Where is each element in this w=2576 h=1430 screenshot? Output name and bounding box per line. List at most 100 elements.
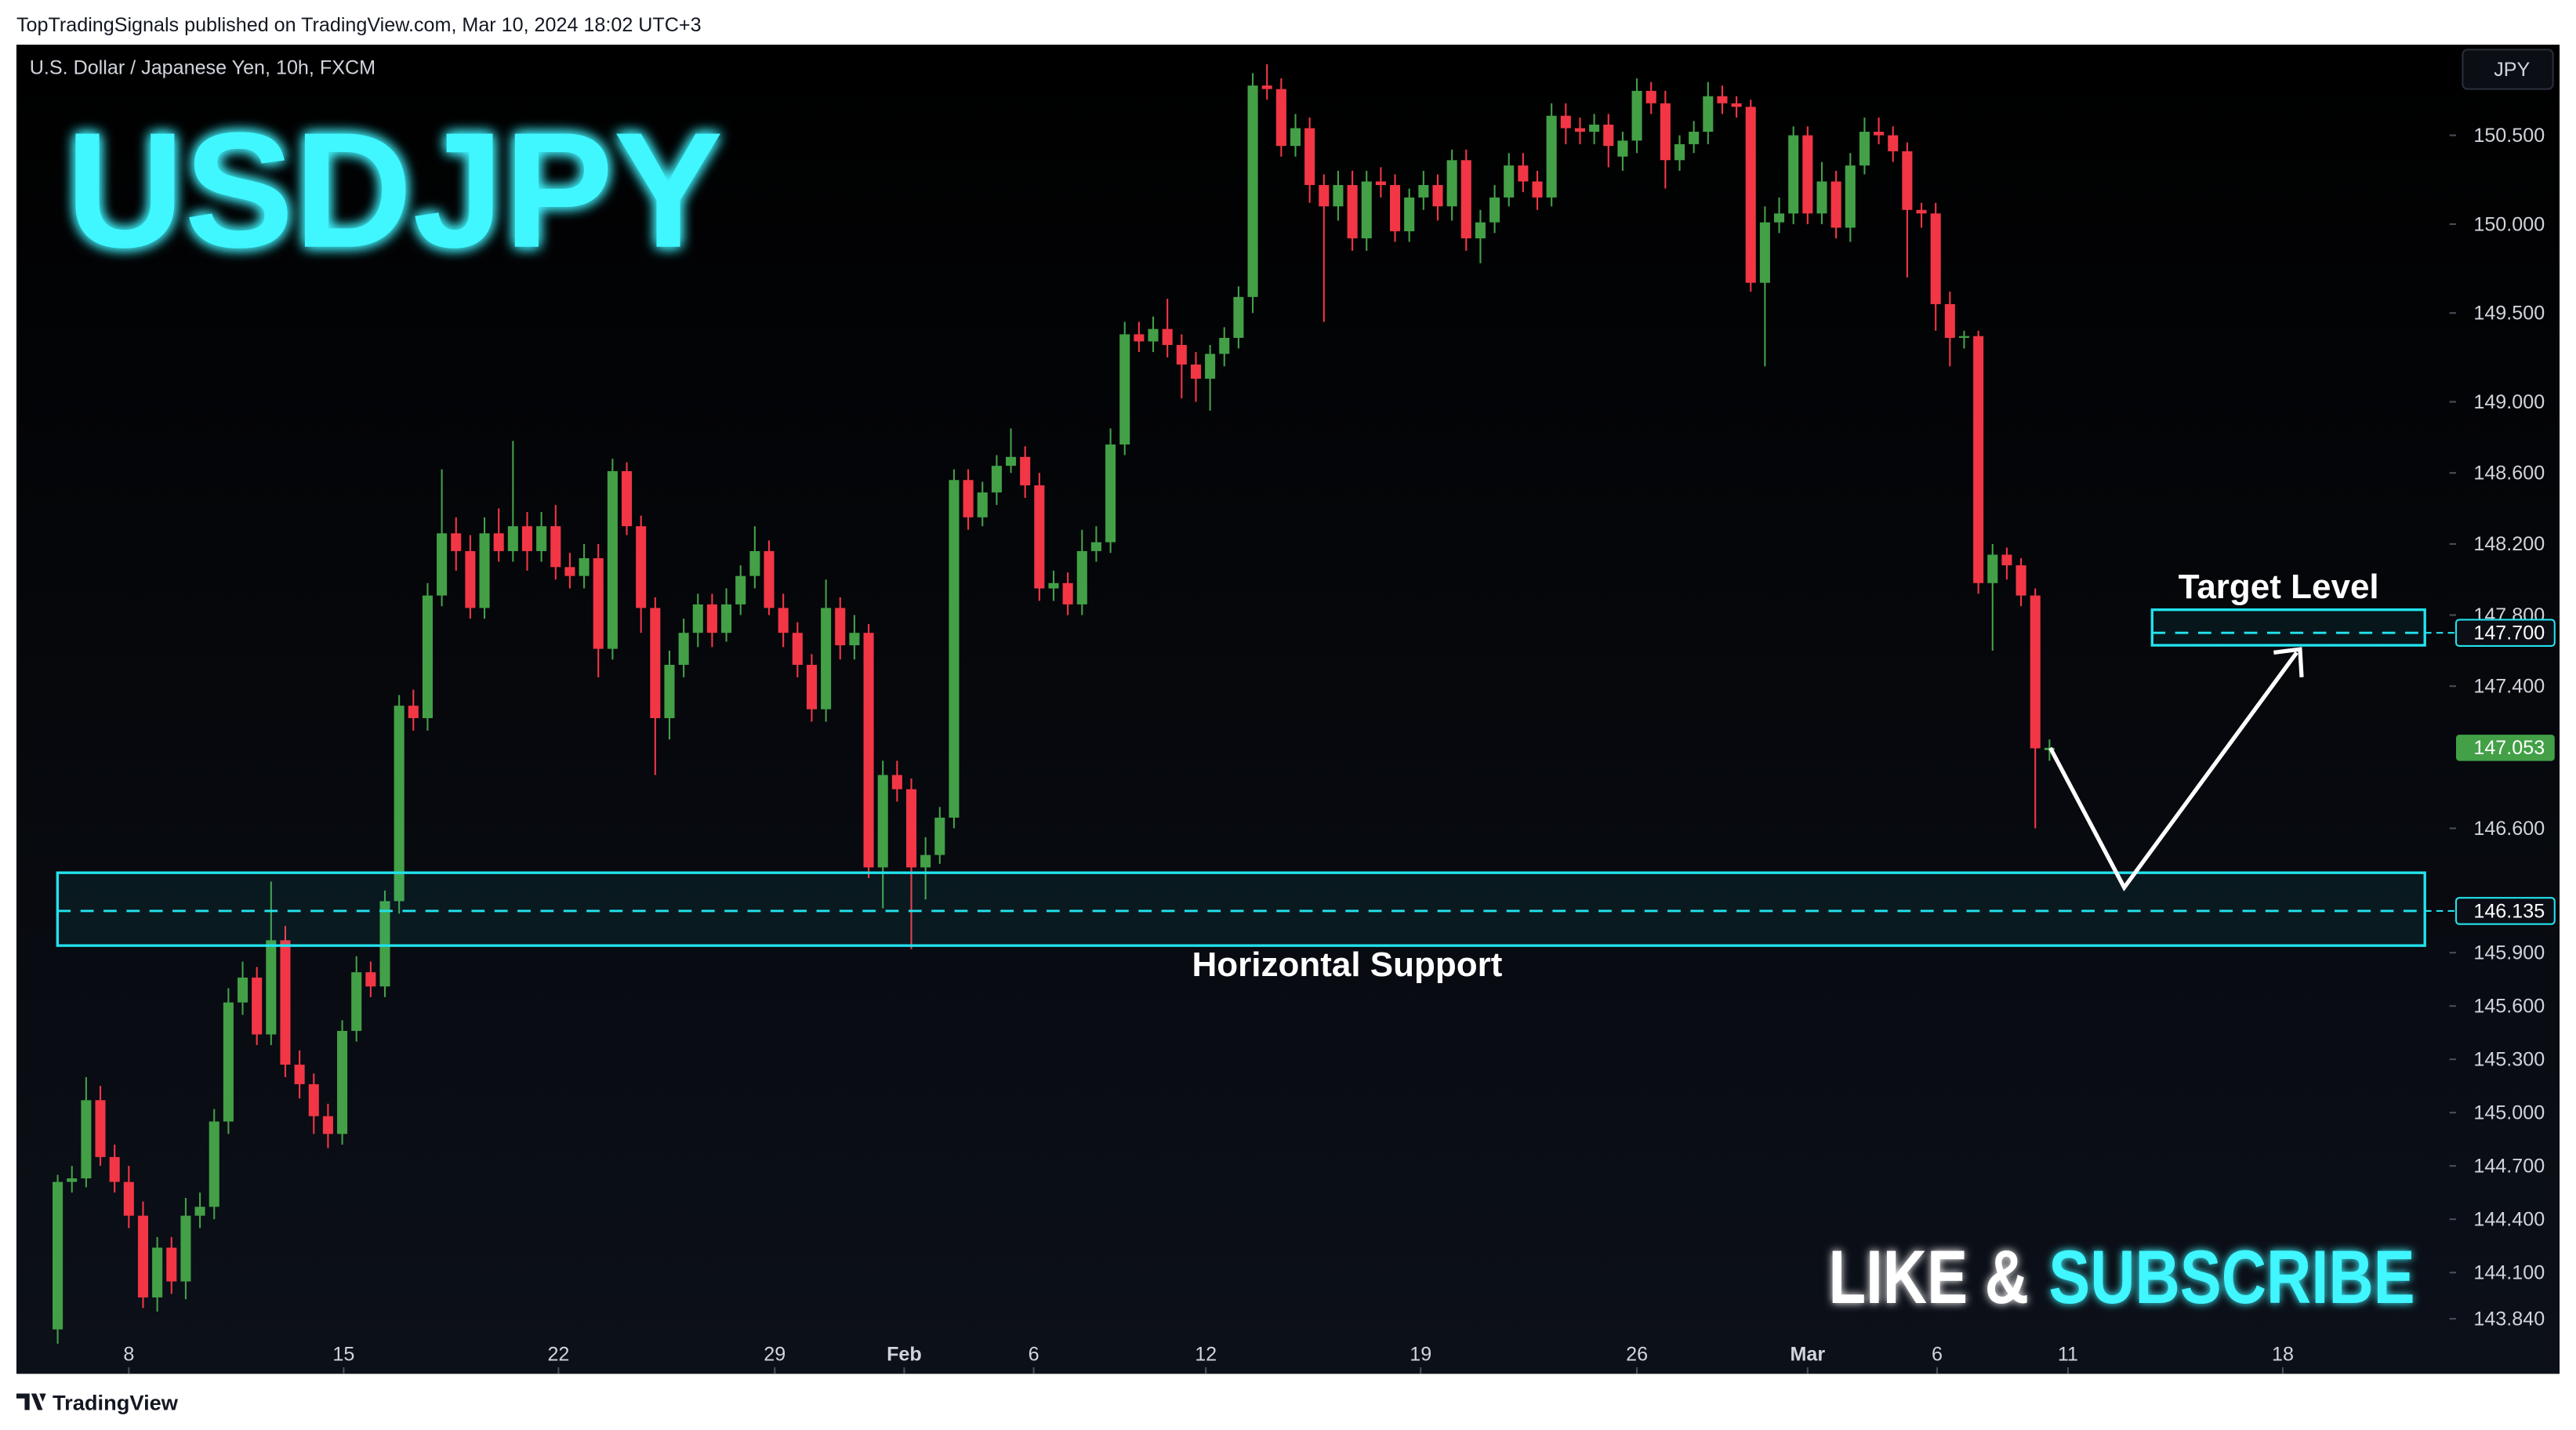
candle-body xyxy=(1774,213,1785,223)
candle-body xyxy=(1162,328,1173,346)
candle-body xyxy=(1660,103,1671,161)
candle-body xyxy=(536,526,547,551)
candle-body xyxy=(863,633,874,868)
candle-body xyxy=(636,526,647,608)
y-tick-label: 149.000 xyxy=(2473,391,2545,413)
candle-body xyxy=(1731,103,1742,107)
candle-body xyxy=(1361,181,1372,239)
candle-body xyxy=(67,1178,78,1182)
candle-body xyxy=(266,940,277,1035)
candle-body xyxy=(1460,160,1471,239)
candle-body xyxy=(1745,107,1756,283)
candle-body xyxy=(821,608,832,710)
candle-body xyxy=(1674,143,1685,161)
candle-body xyxy=(1304,128,1315,186)
candle-body xyxy=(692,604,703,633)
chart-title: USDJPY xyxy=(66,99,724,282)
candle-body xyxy=(1631,90,1642,141)
candle-body xyxy=(2001,554,2012,566)
candle-body xyxy=(337,1030,348,1134)
y-tick-label: 150.500 xyxy=(2473,125,2545,147)
candle-body xyxy=(1788,135,1799,214)
candle-body xyxy=(963,480,974,517)
candle-body xyxy=(95,1100,106,1157)
last-price-box xyxy=(2456,735,2555,761)
candle-body xyxy=(166,1247,177,1282)
candle-body xyxy=(1418,185,1429,198)
candle-body xyxy=(1518,165,1529,182)
candle-body xyxy=(550,526,561,568)
level-price-label: 146.135 xyxy=(2473,900,2545,922)
x-tick-label: 26 xyxy=(1626,1344,1648,1366)
candle-body xyxy=(2030,595,2041,749)
candle-body xyxy=(1902,151,1913,210)
level-price-box xyxy=(2454,897,2556,925)
last-price-label: 147.053 xyxy=(2473,737,2545,759)
level-zone xyxy=(56,871,2426,947)
candle-body xyxy=(1703,96,1714,132)
cta-like: LIKE & xyxy=(1828,1236,2029,1319)
candle-body xyxy=(607,470,618,649)
candle-body xyxy=(351,972,362,1031)
y-tick-label: 143.840 xyxy=(2473,1308,2545,1330)
candle-body xyxy=(1574,128,1586,132)
candle-body xyxy=(621,470,633,527)
candle-body xyxy=(53,1181,63,1330)
level-price-box xyxy=(2454,619,2556,648)
x-tick-label: 6 xyxy=(1932,1344,1943,1366)
candle-body xyxy=(949,480,960,818)
candle-body xyxy=(451,533,462,551)
candle-body xyxy=(1717,96,1728,103)
candle-body xyxy=(1987,554,1998,583)
x-tick-label: 15 xyxy=(332,1344,354,1366)
candle-body xyxy=(1347,185,1358,239)
y-tick-label: 144.400 xyxy=(2473,1209,2545,1231)
candle-body xyxy=(379,901,390,987)
candle-body xyxy=(1532,181,1543,198)
candle-body xyxy=(152,1247,163,1298)
candle-body xyxy=(1390,185,1401,231)
candle-body xyxy=(1689,132,1700,144)
candle-body xyxy=(764,550,775,608)
x-tick-label: 8 xyxy=(123,1344,134,1366)
candle-body xyxy=(365,972,376,987)
publish-header: TopTradingSignals published on TradingVi… xyxy=(16,14,702,36)
candle-body xyxy=(223,1002,234,1122)
y-tick-label: 145.600 xyxy=(2473,996,2545,1018)
candle-body xyxy=(1319,185,1330,207)
candle-body xyxy=(564,567,575,576)
candle-body xyxy=(1446,160,1457,207)
x-tick-label: 18 xyxy=(2272,1344,2294,1366)
candle-body xyxy=(493,533,504,551)
candle-body xyxy=(1219,337,1230,354)
candle-body xyxy=(905,789,917,868)
candle-body xyxy=(877,775,888,868)
candle-body xyxy=(835,608,846,646)
candle-body xyxy=(322,1116,333,1134)
x-tick-label: Feb xyxy=(887,1344,922,1366)
candle-body xyxy=(465,550,476,608)
candle-body xyxy=(1830,181,1841,228)
candle-body xyxy=(1489,197,1500,223)
currency-button[interactable] xyxy=(2462,49,2554,90)
y-tick-label: 149.500 xyxy=(2473,303,2545,325)
x-tick-label: 6 xyxy=(1029,1344,1039,1366)
candle-body xyxy=(1874,132,1885,136)
candle-body xyxy=(180,1215,191,1282)
candle-body xyxy=(1233,296,1244,338)
candle-body xyxy=(252,977,263,1035)
candle-body xyxy=(81,1100,92,1179)
candle-body xyxy=(507,526,518,551)
candle-body xyxy=(209,1121,220,1207)
projection-path xyxy=(2048,651,2298,891)
symbol-info: U.S. Dollar / Japanese Yen, 10h, FXCM xyxy=(30,57,376,79)
candle-body xyxy=(664,665,675,718)
y-tick-label: 148.200 xyxy=(2473,533,2545,555)
candle-body xyxy=(1261,85,1272,89)
candle-body xyxy=(109,1156,120,1182)
candle-body xyxy=(1888,135,1899,151)
y-tick-label: 148.600 xyxy=(2473,463,2545,485)
currency-label: JPY xyxy=(2494,59,2530,81)
candle-body xyxy=(1119,334,1130,445)
